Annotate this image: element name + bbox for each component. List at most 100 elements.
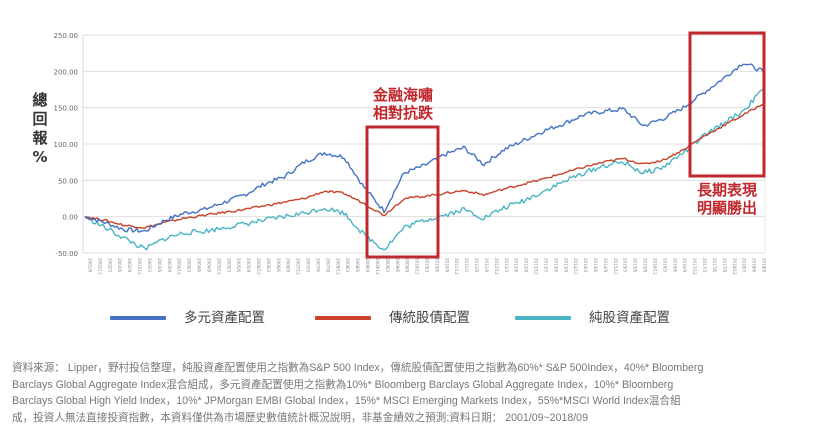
- x-tick-label: 2006/9: [286, 258, 291, 273]
- x-tick-label: 2002/12: [97, 258, 102, 275]
- x-tick-label: 2003/3: [147, 258, 152, 273]
- x-tick-label: 2011/3: [464, 258, 469, 273]
- x-tick-label: 2012/6: [514, 258, 519, 273]
- y-tick-label: 50.00: [58, 177, 78, 185]
- y-axis-title-char: %: [32, 148, 48, 166]
- x-tick-label: 2004/6: [197, 258, 202, 273]
- x-tick-label: 2014/6: [593, 258, 598, 273]
- x-tick-label: 2009/12: [375, 258, 380, 275]
- gridlines: [83, 34, 765, 254]
- x-tick-label: 2007/12: [296, 258, 301, 275]
- footnote-line: 資料來源： Lipper，野村投信整理，純股資產配置使用之指數為S&P 500 …: [12, 362, 704, 374]
- x-tick-label: 2017/9: [722, 258, 727, 273]
- y-axis-title-char: 總: [32, 91, 48, 109]
- legend-swatch-cyan: [515, 316, 571, 320]
- y-axis-title-char: 報: [32, 129, 48, 147]
- x-tick-label: 2008/6: [355, 258, 360, 273]
- y-tick-label: 200.00: [54, 68, 79, 76]
- y-axis-title: 總 回 報 %: [27, 91, 53, 167]
- x-tick-label: 2016/6: [672, 258, 677, 273]
- x-tick-label: 2003/6: [157, 258, 162, 273]
- x-tick-label: 2006/3: [266, 258, 271, 273]
- x-tick-label: 2015/9: [643, 258, 648, 273]
- x-tick-label: 2001/9: [88, 258, 93, 273]
- x-tick-label: 2011/6: [474, 258, 479, 273]
- x-tick-label: 2012/9: [524, 258, 529, 273]
- x-tick-label: 2012/3: [504, 258, 509, 273]
- x-tick-label: 2003/9: [167, 258, 172, 273]
- x-tick-label: 2008/3: [345, 258, 350, 273]
- highlight-box-crisis: [365, 125, 440, 259]
- x-tick-label: 2004/3: [187, 258, 192, 273]
- x-tick-label: 2017/6: [712, 258, 717, 273]
- legend-swatch-red: [315, 316, 371, 320]
- legend-label: 傳統股債配置: [389, 310, 470, 326]
- x-tick-label: 2003/12: [137, 258, 142, 275]
- legend-swatch-blue: [110, 316, 166, 320]
- source-footnote: 資料來源： Lipper，野村投信整理，純股資產配置使用之指數為S&P 500 …: [12, 360, 812, 426]
- y-tick-label: -50.00: [55, 250, 78, 258]
- x-tick-label: 2015/12: [613, 258, 618, 275]
- x-tick-label: 2009/3: [385, 258, 390, 273]
- y-axis-title-char: 回: [32, 110, 48, 128]
- legend-label: 多元資產配置: [184, 310, 265, 326]
- series-line-pure-stock: [84, 88, 764, 251]
- x-tick-label: 2009/9: [405, 258, 410, 273]
- x-tick-label: 2013/9: [563, 258, 568, 273]
- x-tick-label: 2006/12: [256, 258, 261, 275]
- x-tick-label: 2010/3: [425, 258, 430, 273]
- x-tick-label: 2002/3: [107, 258, 112, 273]
- x-tick-label: 2014/9: [603, 258, 608, 273]
- x-tick-label: 2008/9: [365, 258, 370, 273]
- x-tick-label: 2004/9: [206, 258, 211, 273]
- y-tick-label: 100.00: [54, 141, 79, 149]
- x-tick-label: 2014/12: [573, 258, 578, 275]
- x-tick-label: 2005/12: [216, 258, 221, 275]
- y-axis-ticks: 250.00 200.00 150.00 100.00 50.00 0.00 -50.00: [54, 32, 79, 258]
- x-tick-label: 2010/9: [444, 258, 449, 273]
- x-tick-label: 2011/12: [454, 258, 459, 275]
- x-tick-label: 2016/9: [682, 258, 687, 273]
- x-tick-label: 2016/12: [652, 258, 657, 275]
- x-tick-label: 2018/3: [742, 258, 747, 273]
- x-tick-label: 2011/9: [484, 258, 489, 273]
- x-tick-label: 2015/3: [623, 258, 628, 273]
- x-tick-label: 2007/9: [325, 258, 330, 273]
- x-tick-label: 2009/6: [395, 258, 400, 273]
- x-tick-label: 2005/3: [226, 258, 231, 273]
- x-axis-ticks: 2001/9 2002/12 2002/3 2002/6 2002/9 2003/12 20…: [88, 258, 767, 275]
- footnote-line: Barclays Global High Yield Index，10%* JP…: [12, 395, 681, 407]
- x-tick-label: 2005/9: [246, 258, 251, 273]
- x-tick-label: 2002/6: [117, 258, 122, 273]
- annotation-long-term-line1: 長期表現: [696, 181, 757, 199]
- x-tick-label: 2018/9: [762, 258, 767, 273]
- legend-label: 純股資產配置: [589, 310, 670, 326]
- x-tick-label: 2008/12: [335, 258, 340, 275]
- x-tick-label: 2005/6: [236, 258, 241, 273]
- x-tick-label: 2016/3: [662, 258, 667, 273]
- x-tick-label: 2007/3: [306, 258, 311, 273]
- x-tick-label: 2018/12: [732, 258, 737, 275]
- x-tick-label: 2018/6: [752, 258, 757, 273]
- x-tick-label: 2012/12: [494, 258, 499, 275]
- highlight-box-long-term: [688, 31, 766, 178]
- annotation-crisis: 金融海嘯 相對抗跌: [362, 86, 444, 122]
- x-tick-label: 2017/12: [692, 258, 697, 275]
- x-tick-label: 2014/3: [583, 258, 588, 273]
- y-tick-label: 250.00: [54, 32, 79, 40]
- y-tick-label: 150.00: [54, 105, 79, 113]
- series-line-multi-asset: [84, 63, 764, 233]
- annotation-long-term: 長期表現 明顯勝出: [686, 181, 768, 217]
- x-tick-label: 2013/12: [534, 258, 539, 275]
- series-lines: [84, 63, 764, 251]
- x-tick-label: 2010/12: [415, 258, 420, 275]
- x-tick-label: 2002/9: [127, 258, 132, 273]
- annotation-crisis-line1: 金融海嘯: [372, 86, 433, 104]
- x-tick-label: 2010/6: [434, 258, 439, 273]
- series-line-stock-bond: [84, 103, 764, 229]
- footnote-line: Barclays Global Aggregate Index混合組成，多元資產…: [12, 378, 674, 391]
- x-tick-label: 2007/6: [315, 258, 320, 273]
- line-chart: 250.00200.00150.00100.0050.000.00-50.00 …: [54, 31, 767, 275]
- x-tick-label: 2017/3: [702, 258, 707, 273]
- x-tick-label: 2013/6: [553, 258, 558, 273]
